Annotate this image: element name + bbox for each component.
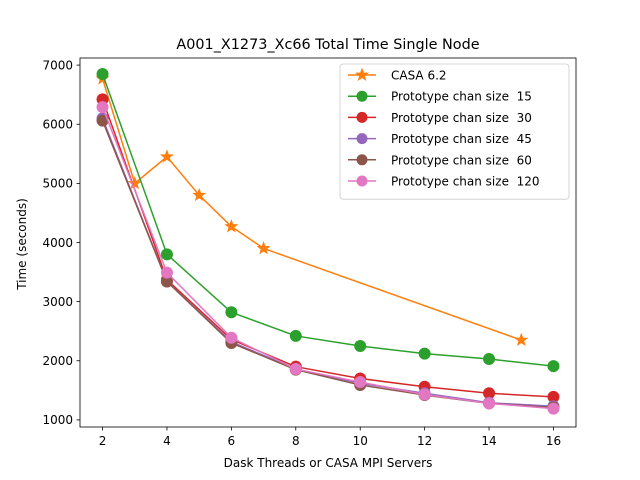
data-point [225, 331, 238, 344]
x-tick-label: 2 [99, 434, 107, 448]
x-tick-label: 4 [163, 434, 171, 448]
legend-marker [356, 90, 368, 102]
data-point [225, 306, 238, 319]
y-tick-label: 3000 [42, 295, 73, 309]
data-point [192, 187, 207, 202]
legend-item: Prototype chan size 120 [348, 175, 539, 189]
legend-label: Prototype chan size 60 [391, 153, 532, 167]
data-point [514, 332, 529, 347]
data-point [160, 266, 173, 279]
legend-marker [356, 111, 368, 123]
legend-label: Prototype chan size 45 [391, 132, 532, 146]
legend-item: Prototype chan size 60 [348, 153, 532, 167]
series-5 [96, 101, 560, 415]
y-tick-label: 2000 [42, 354, 73, 368]
data-point [224, 219, 239, 233]
y-tick-label: 1000 [42, 413, 73, 427]
legend-marker [356, 133, 368, 145]
x-axis-label: Dask Threads or CASA MPI Servers [224, 456, 433, 470]
y-axis: 1000 2000 3000 4000 5000 6000 7000 [42, 58, 80, 427]
legend-item: Prototype chan size 45 [348, 132, 532, 146]
data-point [354, 376, 367, 389]
data-point [547, 360, 560, 373]
x-tick-label: 12 [417, 434, 432, 448]
legend-marker [356, 154, 368, 166]
data-point [418, 347, 431, 360]
x-axis: 2 4 6 8 10 12 14 16 [99, 427, 561, 448]
x-tick-label: 8 [292, 434, 300, 448]
x-tick-label: 6 [228, 434, 236, 448]
data-point [483, 352, 496, 365]
legend-item: Prototype chan size 30 [348, 111, 532, 125]
data-point [160, 248, 173, 261]
series-1 [96, 67, 560, 373]
y-tick-label: 5000 [42, 177, 73, 191]
data-point [354, 339, 367, 352]
legend-marker [356, 175, 368, 187]
series-line [101, 99, 554, 398]
chart-title: A001_X1273_Xc66 Total Time Single Node [176, 37, 479, 53]
data-point [483, 397, 496, 410]
legend-item: Prototype chan size 15 [348, 90, 532, 104]
legend-item: CASA 6.2 [348, 67, 447, 83]
y-tick-label: 4000 [42, 236, 73, 250]
x-tick-label: 10 [353, 434, 368, 448]
x-tick-label: 16 [546, 434, 561, 448]
x-tick-label: 14 [481, 434, 496, 448]
data-point [418, 388, 431, 401]
legend-label: Prototype chan size 15 [391, 90, 532, 104]
series-layer [95, 67, 560, 415]
legend-label: Prototype chan size 30 [391, 111, 532, 125]
data-point [547, 402, 560, 415]
data-point [256, 241, 271, 255]
data-point [96, 67, 109, 80]
data-point [96, 101, 109, 114]
legend-box [339, 63, 570, 200]
legend-marker [355, 67, 369, 81]
data-point [289, 329, 302, 342]
data-point [127, 176, 142, 190]
data-point [289, 363, 302, 376]
data-point [159, 149, 174, 163]
legend-label: Prototype chan size 120 [391, 175, 539, 189]
legend-label: CASA 6.2 [391, 69, 447, 83]
series-line [101, 106, 554, 410]
y-tick-label: 7000 [42, 58, 73, 72]
y-axis-label: Time (seconds) [15, 198, 29, 291]
y-tick-label: 6000 [42, 118, 73, 132]
legend: CASA 6.2 Prototype chan size 15 Prototype … [339, 63, 570, 200]
series-line [101, 73, 554, 367]
